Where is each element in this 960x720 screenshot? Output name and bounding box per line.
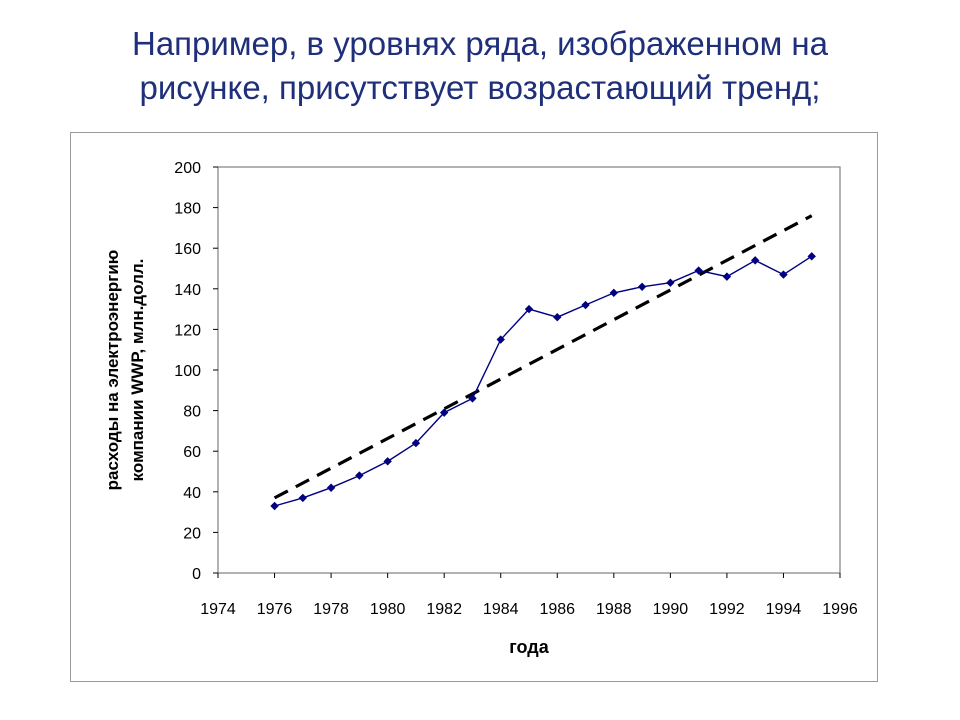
data-point-marker (496, 335, 505, 344)
y-axis-label-line-1: расходы на электроэнергию (103, 250, 122, 491)
data-point-marker (694, 266, 703, 275)
slide-title: Например, в уровнях ряда, изображенном н… (40, 22, 920, 110)
data-point-marker (524, 304, 534, 314)
data-point-marker (439, 408, 449, 417)
data-point-marker (722, 272, 732, 281)
series-line (274, 255, 813, 507)
y-tick-label: 120 (174, 322, 201, 339)
chart-frame: 0 20 40 60 80 100 120 140 160 180 200 1974 1976 1978… (70, 132, 878, 682)
x-tick-label: 1990 (653, 601, 689, 618)
x-tick-label: 1976 (257, 601, 293, 618)
y-tick-label: 20 (183, 525, 201, 542)
data-point-marker (298, 493, 308, 503)
slide-title-line-2: рисунке, присутствует возрастающий тренд… (139, 69, 821, 106)
y-axis: 0 20 40 60 80 100 120 140 160 180 200 (174, 160, 218, 583)
data-point-marker (270, 501, 279, 511)
chart-svg: 0 20 40 60 80 100 120 140 160 180 200 1974 1976 1978… (103, 160, 858, 657)
y-axis-label-line-2: компании WWP, млн.долл. (128, 259, 147, 482)
data-point-marker (553, 313, 562, 322)
y-tick-label: 140 (174, 282, 201, 299)
y-tick-label: 80 (183, 404, 201, 421)
trend-line (273, 214, 813, 500)
slide-title-line-1: Например, в уровнях ряда, изображенном н… (131, 25, 828, 62)
data-point-marker (468, 394, 477, 403)
x-tick-label: 1978 (313, 601, 349, 618)
plot-area (217, 166, 841, 574)
x-tick-label: 1988 (596, 601, 632, 618)
data-point-marker (666, 278, 675, 287)
data-series-group (270, 252, 816, 511)
data-point-marker (383, 457, 392, 466)
data-point-marker (355, 471, 364, 480)
y-axis-label: расходы на электроэнергию компании WWP, … (103, 250, 147, 491)
x-tick-label: 1980 (370, 601, 406, 618)
data-point-marker (581, 300, 590, 310)
y-tick-label: 60 (183, 444, 201, 461)
y-tick-label: 0 (192, 566, 201, 583)
x-tick-label: 1986 (539, 601, 575, 618)
x-tick-label: 1982 (426, 601, 462, 618)
x-tick-label: 1992 (709, 601, 745, 618)
x-axis: 1974 1976 1978 1980 1982 1984 1986 1988 1990 1992… (200, 573, 858, 618)
data-point-marker (326, 483, 336, 492)
x-tick-label: 1984 (483, 601, 519, 618)
data-point-marker (779, 270, 788, 279)
x-axis-label: года (509, 637, 549, 657)
x-tick-label: 1996 (822, 601, 858, 618)
y-tick-label: 200 (174, 160, 201, 177)
data-point-marker (807, 252, 816, 261)
x-tick-label: 1994 (766, 601, 802, 618)
data-point-marker (411, 438, 421, 448)
y-tick-label: 100 (174, 363, 201, 380)
y-tick-label: 40 (183, 485, 201, 502)
y-tick-label: 180 (174, 201, 201, 218)
y-tick-label: 160 (174, 241, 201, 258)
data-point-marker (637, 282, 647, 291)
data-point-marker (750, 256, 760, 265)
x-tick-label: 1974 (200, 601, 236, 618)
trend-line-group (273, 214, 813, 500)
data-point-marker (609, 288, 619, 298)
